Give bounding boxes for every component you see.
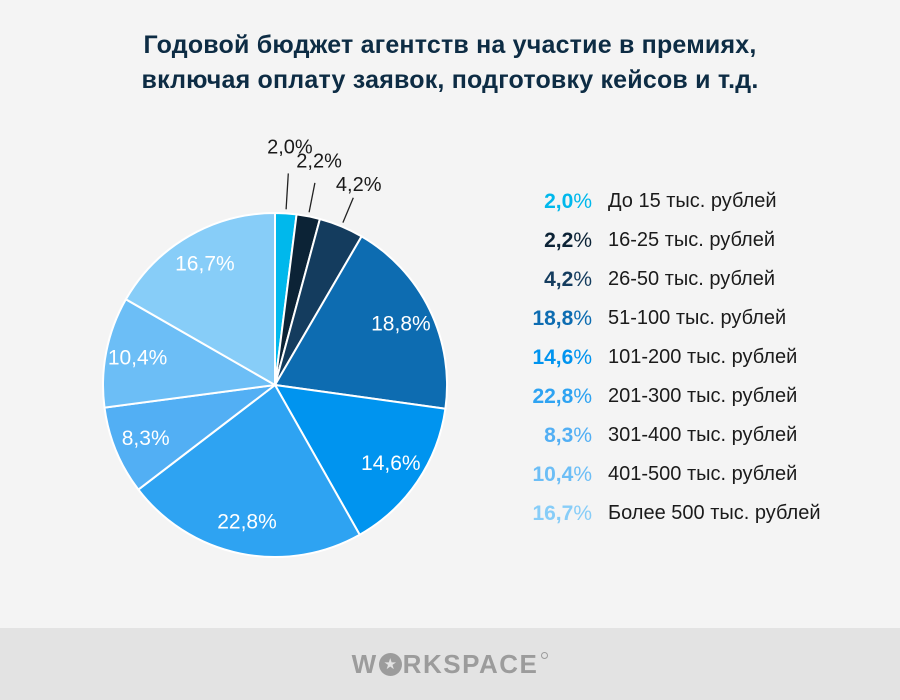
legend-item-8: 16,7% Более 500 тыс. рублей — [500, 494, 860, 533]
pie-slice-8 — [124, 212, 276, 386]
legend-percent: 4,2% — [544, 267, 592, 291]
logo-text-prefix: W — [351, 648, 378, 679]
legend-label: 16-25 тыс. рублей — [608, 229, 776, 251]
legend-label: 26-50 тыс. рублей — [608, 268, 776, 290]
legend-item-7: 10,4% 401-500 тыс. рублей — [500, 455, 860, 494]
legend-item-1: 2,2% 16-25 тыс. рублей — [500, 221, 860, 260]
page-title-line-2: включая оплату заявок, подготовку кейсов… — [141, 66, 759, 94]
slice-label-5: 22,8% — [217, 511, 277, 534]
legend-label: 101-200 тыс. рублей — [608, 346, 798, 368]
legend-label: 51-100 тыс. рублей — [608, 307, 787, 329]
workspace-logo: W ★ RKSPACE — [352, 649, 549, 680]
pie-slice-7 — [102, 298, 276, 409]
slice-label-3: 18,8% — [371, 312, 431, 335]
slice-label-7: 10,4% — [108, 346, 168, 369]
legend-percent: 18,8% — [532, 306, 592, 330]
legend-item-3: 18,8% 51-100 тыс. рублей — [500, 299, 860, 338]
star-circle-icon: ★ — [378, 652, 402, 676]
callout-label-0: 2,0% — [267, 137, 313, 159]
slice-label-8: 16,7% — [175, 252, 235, 275]
trademark-icon — [541, 651, 549, 659]
legend-item-2: 4,2% 26-50 тыс. рублей — [500, 260, 860, 299]
page-title: Годовой бюджет агентств на участие в пре… — [0, 28, 900, 98]
legend-label: 401-500 тыс. рублей — [608, 463, 798, 485]
legend-label: 201-300 тыс. рублей — [608, 385, 798, 407]
legend-item-0: 2,0% До 15 тыс. рублей — [500, 182, 860, 221]
callout-line-1 — [308, 182, 316, 213]
legend-percent: 2,0% — [544, 189, 592, 213]
chart-legend: 2,0% До 15 тыс. рублей 2,2% 16-25 тыс. рубл… — [500, 182, 860, 533]
callout-label-2: 4,2% — [336, 174, 382, 196]
legend-percent: 14,6% — [532, 345, 592, 369]
callout-line-2 — [342, 197, 354, 223]
slice-label-6: 8,3% — [122, 427, 170, 450]
legend-item-6: 8,3% 301-400 тыс. рублей — [500, 416, 860, 455]
pie-slice-4 — [274, 384, 447, 536]
pie-chart: 2,0%2,2%4,2% 18,8% 14,6% 22,8% 8,3% 10,4% 16,7… — [102, 137, 449, 558]
legend-percent: 22,8% — [532, 384, 592, 408]
pie-slice-5 — [137, 384, 361, 558]
pie-slice-3 — [274, 235, 449, 410]
legend-percent: 8,3% — [544, 423, 592, 447]
legend-item-4: 14,6% 101-200 тыс. рублей — [500, 338, 860, 377]
legend-label: 301-400 тыс. рублей — [608, 424, 798, 446]
slice-label-4: 14,6% — [361, 452, 421, 475]
legend-label: Более 500 тыс. рублей — [608, 502, 821, 524]
legend-label: До 15 тыс. рублей — [608, 190, 777, 212]
page-title-line-1: Годовой бюджет агентств на участие в пре… — [143, 31, 757, 59]
callout-line-0 — [285, 173, 289, 210]
callout-label-1: 2,2% — [296, 150, 342, 172]
pie-slice-6 — [103, 384, 276, 491]
legend-percent: 2,2% — [544, 228, 592, 252]
footer: W ★ RKSPACE — [0, 628, 900, 700]
legend-percent: 16,7% — [532, 501, 592, 525]
legend-percent: 10,4% — [532, 462, 592, 486]
legend-item-5: 22,8% 201-300 тыс. рублей — [500, 377, 860, 416]
logo-text-suffix: RKSPACE — [402, 648, 539, 679]
